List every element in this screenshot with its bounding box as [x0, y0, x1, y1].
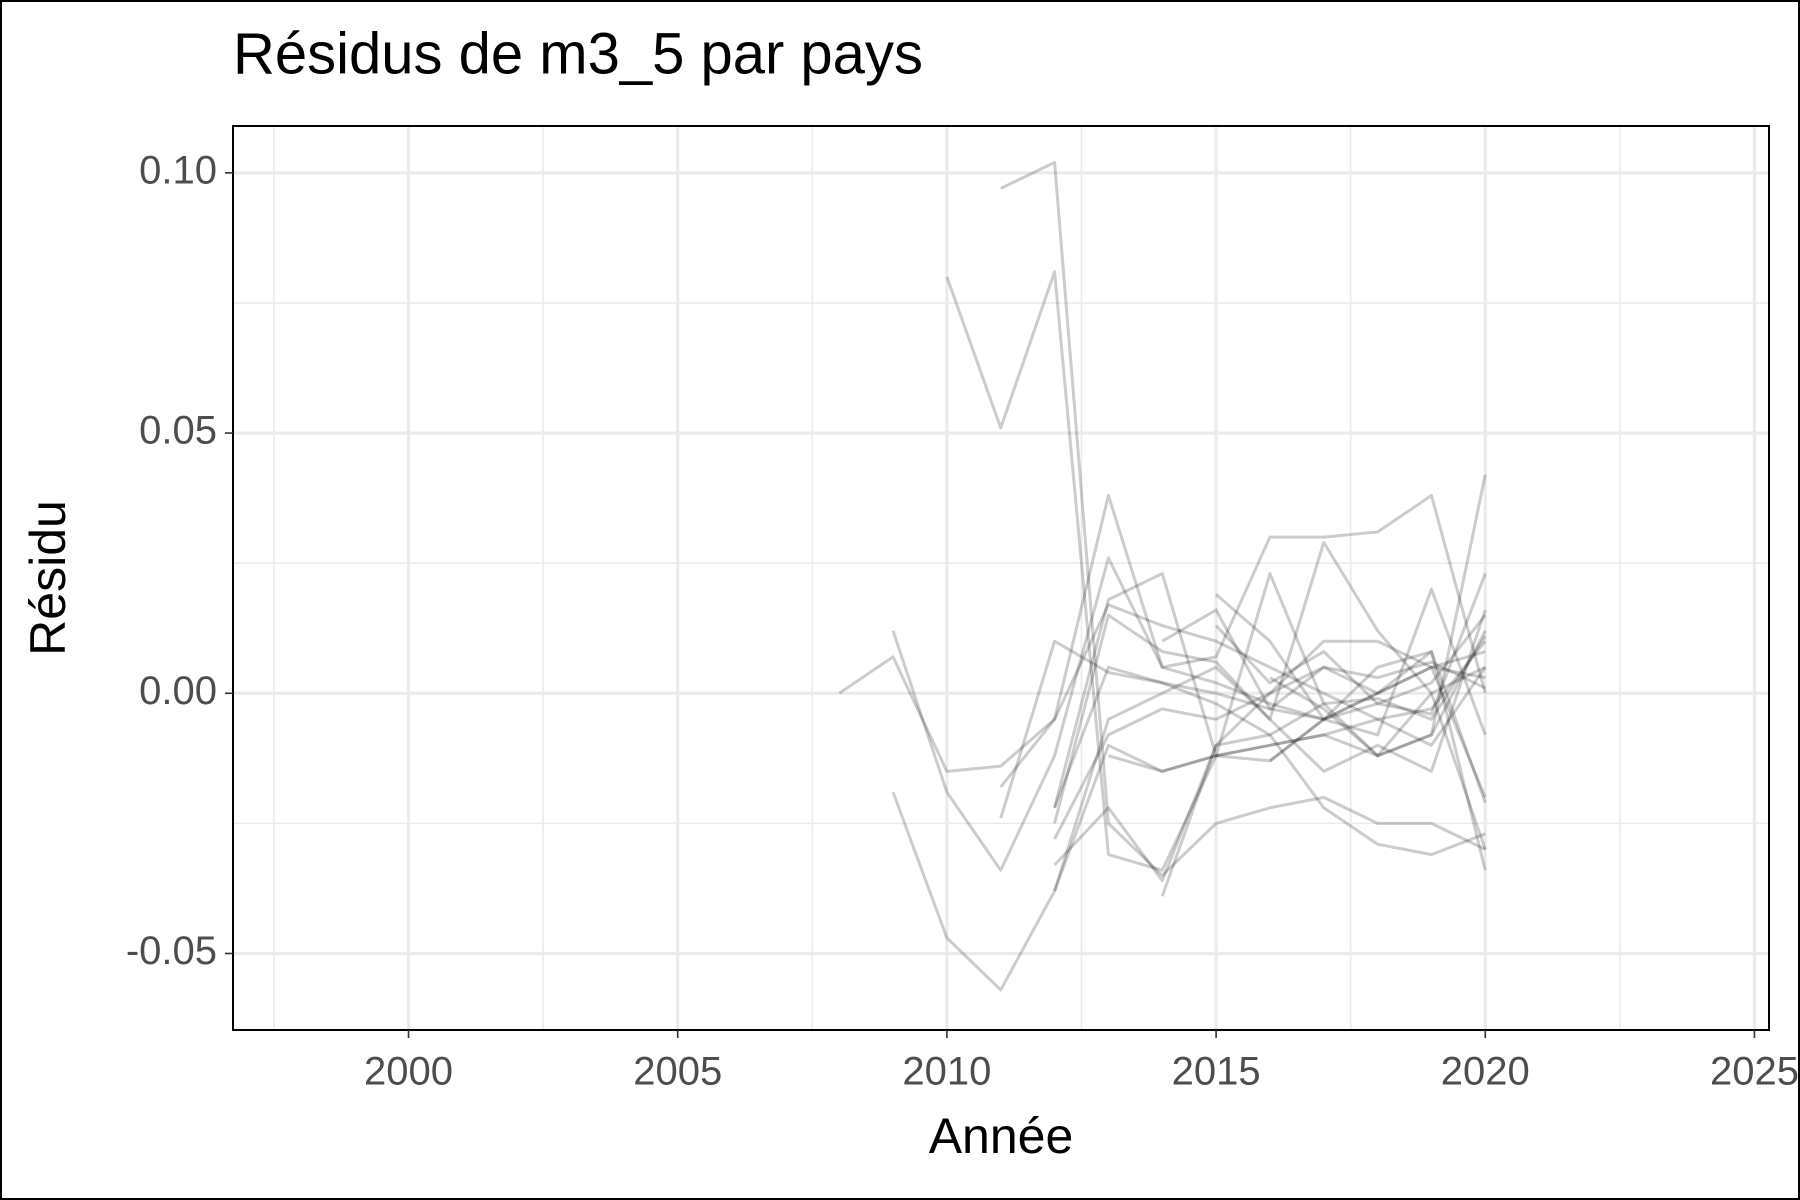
x-tick-label: 2020 — [1441, 1050, 1530, 1094]
series-line — [1214, 573, 1487, 716]
series-line — [1215, 593, 1487, 871]
series-line — [1053, 609, 1487, 824]
grid — [233, 126, 1769, 1030]
y-tick-label: -0.05 — [126, 929, 217, 973]
series-line — [1269, 665, 1486, 758]
series-line — [999, 494, 1487, 788]
lines — [838, 160, 1487, 992]
series-line — [1053, 639, 1486, 840]
series-line — [1160, 635, 1487, 897]
series-line — [1107, 665, 1486, 773]
tick-labels: 2000 2005 2010 2015 2020 2025 -0.05 0.00 0.05 0.1… — [126, 148, 1799, 1093]
series-line — [1161, 608, 1486, 711]
y-tick-label: 0.00 — [139, 669, 217, 713]
panel-border — [232, 125, 1770, 1031]
chart-title: Résidus de m3_5 par pays — [233, 21, 923, 86]
y-tick-label: 0.05 — [139, 409, 217, 453]
series-line — [1269, 587, 1487, 763]
x-axis-title: Année — [929, 1108, 1074, 1164]
x-tick-label: 2010 — [902, 1050, 991, 1094]
series-line — [1053, 665, 1486, 857]
series-line — [1053, 474, 1487, 809]
series-line — [891, 556, 1487, 872]
series-line — [1000, 160, 1486, 877]
y-axis-title: Résidu — [20, 500, 76, 656]
x-tick-label: 2015 — [1172, 1050, 1261, 1094]
series-line — [838, 603, 1487, 773]
x-tick-label: 2005 — [633, 1050, 722, 1094]
series-line — [1053, 540, 1487, 892]
series-line — [999, 614, 1487, 819]
x-tick-label: 2025 — [1710, 1050, 1799, 1094]
series-line — [1053, 650, 1487, 883]
x-tick-label: 2000 — [364, 1050, 453, 1094]
series-line — [891, 666, 1487, 992]
y-tick-label: 0.10 — [139, 148, 217, 192]
series-line — [945, 270, 1487, 872]
